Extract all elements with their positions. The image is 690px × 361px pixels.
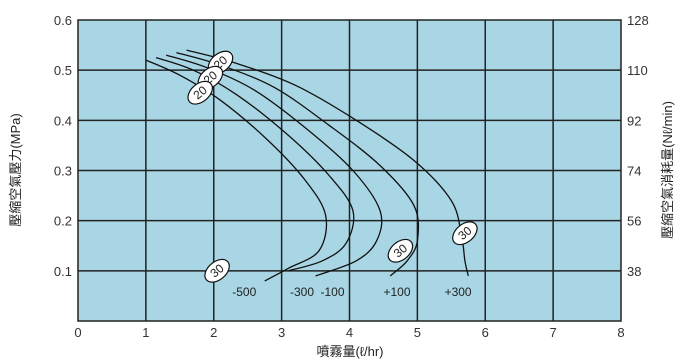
curve-label: -300	[290, 285, 314, 299]
x-axis-label: 噴霧量(ℓ/hr)	[316, 344, 383, 359]
y-tick-label-left: 0.1	[54, 264, 72, 279]
y-tick-label-right: 92	[627, 113, 641, 128]
y-tick-label-left: 0.5	[54, 63, 72, 78]
x-tick-label: 6	[482, 325, 489, 340]
curve-label: +100	[383, 285, 410, 299]
y-tick-label-right: 110	[627, 63, 648, 78]
y-tick-label-right: 128	[627, 13, 649, 28]
y-tick-label-left: 0.2	[54, 214, 72, 229]
x-tick-label: 8	[617, 325, 624, 340]
x-tick-label: 7	[550, 325, 557, 340]
x-tick-label: 0	[74, 325, 81, 340]
x-tick-label: 2	[210, 325, 217, 340]
curve-label: +300	[445, 285, 472, 299]
y-tick-label-left: 0.6	[54, 13, 72, 28]
y-tick-label-right: 38	[627, 264, 641, 279]
y-tick-label-right: 74	[627, 164, 641, 179]
y-tick-label-right: 56	[627, 214, 641, 229]
x-tick-label: 4	[346, 325, 353, 340]
x-tick-label: 5	[414, 325, 421, 340]
y-axis-label-left: 壓縮空氣壓力(MPa)	[8, 113, 23, 226]
curve-label: -100	[321, 285, 345, 299]
y-tick-label-left: 0.3	[54, 164, 72, 179]
curve-label: -500	[232, 285, 256, 299]
y-tick-label-left: 0.4	[54, 113, 72, 128]
x-tick-label: 1	[142, 325, 149, 340]
y-axis-label-right: 壓縮空氣消耗量(Nℓ/min)	[660, 101, 675, 239]
x-tick-label: 3	[278, 325, 285, 340]
